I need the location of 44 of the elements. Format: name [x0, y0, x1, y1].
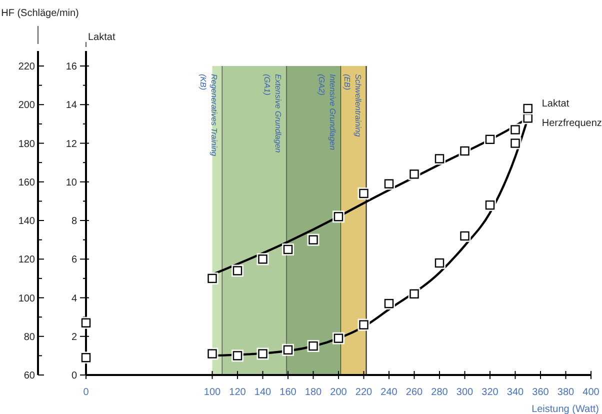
y-axis-title: HF (Schläge/min): [1, 8, 79, 19]
x-tick-label: 380: [557, 387, 575, 398]
y2-tick-label: 16: [66, 62, 78, 72]
y-tick-label: 200: [18, 100, 36, 112]
y2-tick-label: 14: [66, 100, 78, 112]
y2-tick-label: 10: [66, 177, 78, 188]
series-label: Laktat: [542, 98, 570, 110]
y2-axis-title: Laktat: [88, 32, 116, 43]
x-tick-label: 320: [482, 387, 499, 398]
x-tick-label: 100: [204, 387, 222, 398]
y-tick-label: 100: [18, 293, 36, 304]
y-tick-label: 60: [24, 370, 36, 382]
y2-tick-label: 6: [71, 254, 78, 266]
band-label: Schwellentraining (EB): [342, 74, 362, 138]
x-tick-label: 0: [83, 387, 90, 398]
y2-tick-label: 2: [71, 332, 78, 343]
band-label: Extensive Grundlagen (GA1): [262, 74, 283, 154]
x-tick-label: 120: [229, 387, 246, 398]
x-tick-label: 240: [380, 387, 398, 398]
band-label: Regeneratives Training (KB): [198, 74, 218, 157]
x-tick-label: 300: [456, 387, 474, 398]
band-label: Intensive Grundlagen (GA2): [317, 74, 338, 151]
x-tick-label: 280: [431, 387, 448, 398]
x-axis-title: Leistung (Watt): [532, 404, 599, 414]
x-tick-label: 260: [406, 387, 424, 398]
x-tick-label: 140: [254, 387, 272, 398]
series-label: Herzfrequenz: [542, 118, 602, 130]
x-tick-label: 220: [355, 387, 373, 398]
x-tick-label: 180: [304, 387, 322, 398]
y-tick-label: 160: [18, 177, 36, 188]
y-tick-label: 180: [18, 138, 36, 150]
y-tick-label: 80: [24, 332, 36, 343]
x-tick-label: 160: [280, 387, 297, 398]
x-tick-label: 200: [330, 387, 348, 398]
y2-tick-label: 12: [66, 138, 78, 150]
y2-tick-label: 0: [71, 370, 78, 382]
y2-tick-label: 8: [71, 216, 78, 227]
y2-tick-label: 4: [71, 293, 78, 304]
x-tick-label: 360: [532, 387, 550, 398]
y-tick-label: 120: [18, 254, 36, 266]
y-tick-label: 220: [18, 62, 36, 72]
y-tick-label: 140: [18, 216, 36, 227]
x-tick-label: 340: [506, 387, 524, 398]
x-tick-label: 400: [582, 387, 600, 398]
